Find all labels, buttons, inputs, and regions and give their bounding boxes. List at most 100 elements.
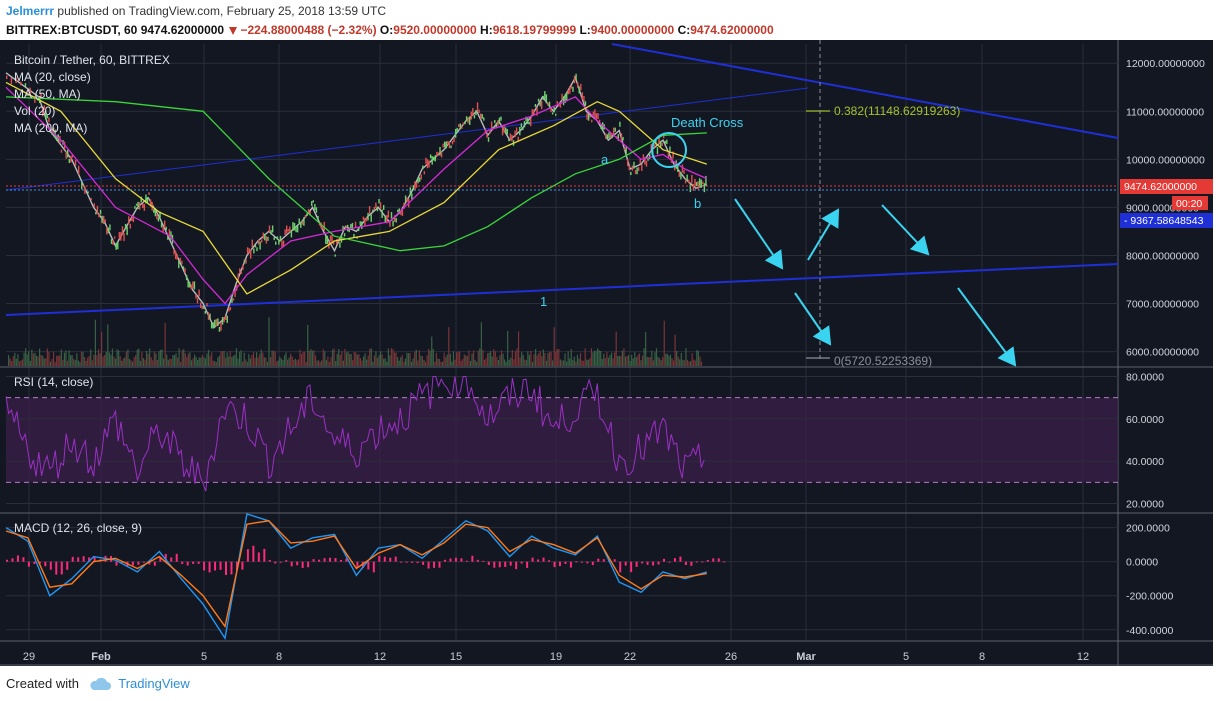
volume-bar	[291, 356, 293, 366]
author-name[interactable]: Jelmerrr	[6, 4, 55, 18]
down-arrow-icon	[229, 26, 238, 35]
volume-bar	[65, 350, 67, 366]
volume-bar	[173, 355, 176, 366]
candle	[178, 260, 180, 269]
candle	[43, 105, 45, 110]
chart-canvas[interactable]: 29 Feb 5 8 12 15 19 22 26 Mar 5 8 1212000.0000000011…	[0, 40, 1221, 668]
volume-bar	[113, 356, 115, 366]
volume-bar	[676, 351, 678, 366]
candle	[331, 234, 333, 244]
candle	[648, 152, 651, 160]
candle	[684, 179, 687, 184]
volume-bar	[603, 353, 605, 366]
volume-bar	[541, 356, 543, 366]
volume-bar	[128, 358, 131, 366]
volume-bar	[139, 360, 141, 366]
indicator-legend: MA (200, MA)	[14, 121, 87, 135]
candle	[234, 289, 236, 298]
macd-hist-bar	[706, 560, 709, 562]
candle	[102, 215, 105, 224]
macd-hist-bar	[537, 559, 540, 562]
volume-bar	[198, 357, 200, 366]
tradingview-brand-link[interactable]: TradingView	[118, 676, 190, 691]
volume-bar	[412, 358, 414, 366]
volume-bar	[390, 348, 393, 366]
volume-bar	[570, 349, 572, 366]
volume-bar	[524, 359, 526, 366]
candle	[495, 123, 498, 129]
candle	[201, 305, 203, 310]
volume-bar	[645, 331, 647, 366]
volume-bar	[575, 361, 577, 366]
volume-bar	[699, 356, 701, 366]
macd-hist-bar	[296, 561, 299, 566]
candle	[572, 86, 574, 92]
volume-bar	[23, 352, 25, 366]
candle	[307, 208, 310, 214]
volume-bar	[190, 360, 193, 366]
volume-bar	[245, 359, 247, 366]
candle	[90, 197, 92, 201]
candle	[113, 236, 116, 239]
candle	[184, 268, 186, 273]
volume-bar	[460, 360, 462, 366]
volume-bar	[93, 355, 95, 366]
macd-hist-bar	[252, 545, 255, 562]
candle	[157, 217, 160, 222]
volume-bar	[331, 349, 334, 366]
candle	[637, 167, 640, 171]
volume-bar	[407, 352, 410, 366]
volume-bar	[600, 351, 602, 366]
volume-bar	[90, 349, 92, 366]
volume-bar	[601, 358, 603, 366]
volume-bar	[141, 351, 143, 366]
candle	[659, 140, 662, 148]
rsi-tick-label: 20.0000	[1126, 499, 1164, 511]
candle	[566, 93, 568, 102]
candle	[198, 289, 200, 297]
volume-bar	[96, 355, 98, 366]
volume-bar	[693, 359, 695, 366]
volume-bar	[420, 355, 422, 366]
candle	[587, 114, 590, 121]
candle	[38, 100, 41, 104]
candle	[323, 221, 325, 231]
candle	[223, 317, 225, 323]
volume-bar	[59, 355, 61, 366]
candle	[489, 130, 491, 134]
candle	[29, 87, 31, 97]
candle	[483, 117, 485, 121]
candle	[357, 228, 360, 232]
candle	[519, 126, 521, 136]
volume-bar	[57, 355, 59, 366]
volume-bar	[691, 353, 693, 366]
volume-bar	[683, 360, 685, 366]
macd-hist-bar	[153, 561, 156, 566]
candle	[336, 239, 338, 245]
volume-bar	[248, 354, 250, 366]
volume-bar	[646, 356, 648, 366]
candle	[444, 141, 446, 148]
volume-bar	[637, 355, 639, 366]
x-tick-label: 12	[1077, 651, 1089, 663]
volume-bar	[147, 353, 149, 366]
volume-bar	[443, 352, 445, 366]
volume-bar	[389, 355, 391, 366]
candle	[209, 313, 211, 320]
volume-bar	[12, 356, 14, 366]
volume-bar	[68, 350, 70, 366]
macd-hist-bar	[383, 556, 386, 562]
candle	[589, 115, 591, 118]
candle	[70, 155, 72, 163]
volume-bar	[409, 353, 411, 366]
volume-bar	[641, 355, 644, 366]
volume-bar	[209, 356, 211, 366]
volume-bar	[404, 358, 406, 366]
candle	[705, 175, 707, 185]
volume-bar	[446, 354, 448, 366]
macd-hist-bar	[372, 561, 375, 573]
candle	[226, 315, 228, 323]
tradingview-cloud-icon	[90, 678, 111, 691]
candle	[641, 164, 643, 171]
macd-hist-bar	[624, 561, 627, 566]
